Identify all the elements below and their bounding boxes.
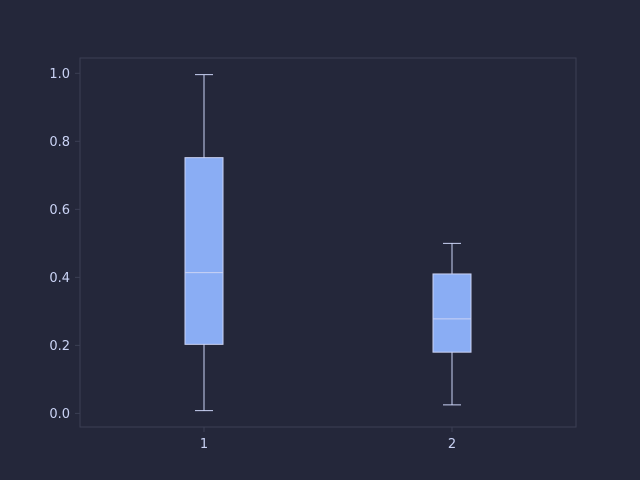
y-tick-label: 0.0: [49, 407, 70, 422]
x-tick-label: 2: [448, 437, 456, 452]
iqr-box: [184, 157, 224, 345]
iqr-box: [432, 273, 472, 353]
y-axis-ticks: 0.0 0.2 0.4 0.6 0.8 1.0: [49, 67, 80, 422]
y-tick-label: 1.0: [49, 67, 70, 82]
axes-frame: [79, 57, 577, 428]
y-tick-label: 0.8: [49, 135, 70, 150]
y-tick-label: 0.2: [49, 339, 70, 354]
y-tick-label: 0.4: [49, 271, 70, 286]
boxes: [184, 74, 472, 412]
box-1: [184, 74, 224, 412]
y-tick-label: 0.6: [49, 203, 70, 218]
box-2: [432, 242, 472, 406]
x-tick-label: 1: [200, 437, 208, 452]
